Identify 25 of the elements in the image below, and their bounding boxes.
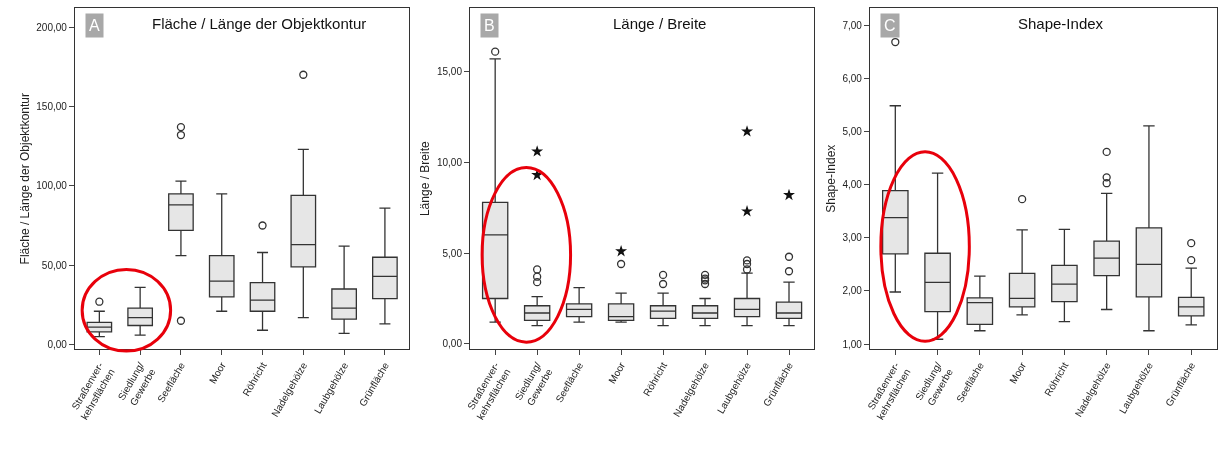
y-tick-label: 5,00 [442, 247, 463, 259]
y-tick-label: 10,00 [436, 156, 463, 168]
y-tick-label: 15,00 [436, 66, 463, 78]
annotation: B [484, 17, 495, 34]
y-tick-label: 0,00 [47, 339, 68, 351]
y-tick-label: 100,00 [36, 180, 68, 192]
y-tick-label: 200,00 [36, 21, 68, 33]
y-tick-label: 2,00 [842, 285, 863, 297]
y-tick-label: 4,00 [842, 179, 863, 191]
text: Shape-Index [1018, 15, 1104, 32]
y-axis-title: Fläche / Länge der Objektkontur [17, 92, 32, 265]
y-tick-label: 0,00 [442, 338, 463, 350]
text: Länge / Breite [613, 15, 707, 32]
annotation: C [884, 17, 896, 34]
y-tick-label: 3,00 [842, 232, 863, 244]
y-tick-label: 50,00 [41, 259, 68, 271]
annotation: A [89, 17, 100, 34]
y-tick-label: 150,00 [36, 100, 68, 112]
y-tick-label: 6,00 [842, 73, 863, 85]
y-axis-title: Shape-Index [823, 144, 838, 213]
y-axis-title: Länge / Breite [418, 141, 433, 217]
y-tick-label: 5,00 [842, 126, 863, 138]
y-tick-label: 7,00 [842, 20, 863, 32]
y-tick-label: 1,00 [842, 338, 863, 350]
text: Fläche / Länge der Objektkontur [152, 15, 367, 32]
